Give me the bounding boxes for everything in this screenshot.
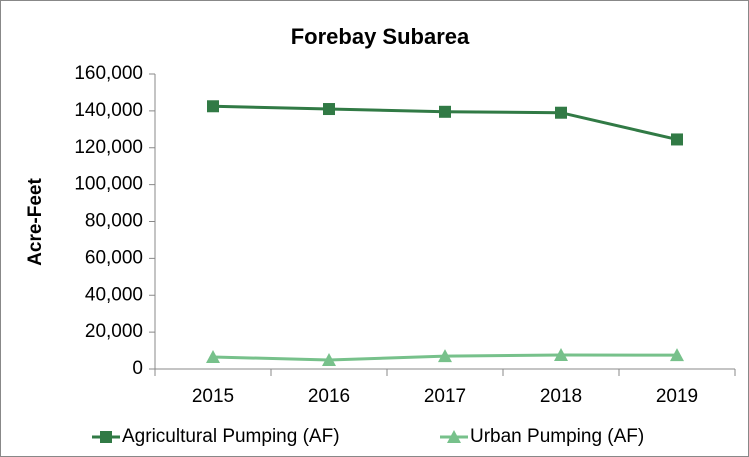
- legend-marker: [100, 431, 112, 443]
- point: [554, 347, 568, 361]
- y-tick-label: 60,000: [85, 247, 143, 268]
- legend-label: Urban Pumping (AF): [470, 426, 644, 447]
- y-tick-label: 80,000: [85, 211, 143, 232]
- x-tick-label: 2016: [308, 386, 350, 407]
- y-tick-label: 120,000: [74, 137, 143, 158]
- point: [438, 349, 452, 363]
- point: [670, 348, 684, 362]
- x-tick-label: 2018: [540, 386, 582, 407]
- point: [671, 133, 683, 146]
- x-tick-label: 2019: [656, 386, 698, 407]
- chart-title: Forebay Subarea: [291, 24, 470, 49]
- y-tick-label: 100,000: [74, 174, 143, 195]
- legend-marker: [447, 430, 461, 443]
- x-tick-label: 2015: [192, 386, 234, 407]
- y-tick-label: 40,000: [85, 284, 143, 305]
- point: [206, 350, 220, 364]
- point: [323, 103, 335, 116]
- y-tick-label: 20,000: [85, 321, 143, 342]
- x-tick-label: 2017: [424, 386, 466, 407]
- y-tick-label: 0: [132, 358, 143, 379]
- point: [207, 100, 219, 113]
- point: [322, 352, 336, 366]
- y-axis-label: Acre-Feet: [25, 178, 46, 266]
- legend-label: Agricultural Pumping (AF): [122, 426, 340, 447]
- point: [439, 105, 451, 118]
- y-tick-label: 140,000: [74, 100, 143, 121]
- y-tick-label: 160,000: [74, 63, 143, 84]
- point: [555, 106, 567, 119]
